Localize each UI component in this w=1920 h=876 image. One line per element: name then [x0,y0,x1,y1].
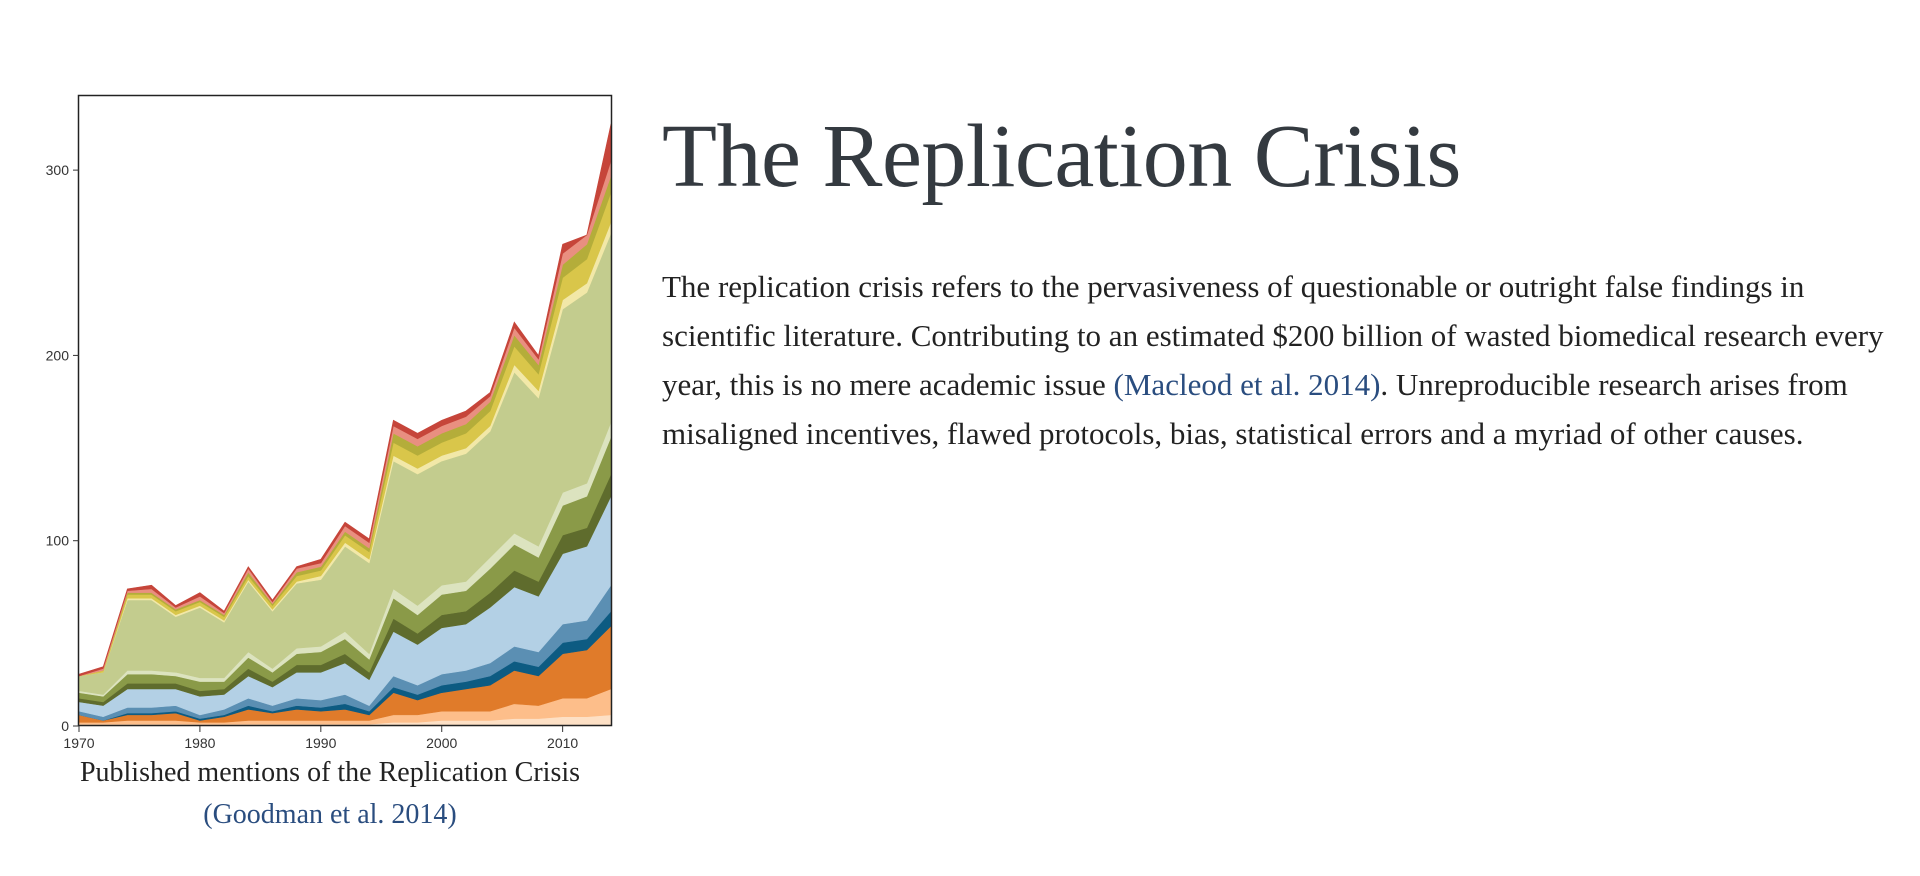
x-tick-label: 2010 [547,735,578,750]
page-title: The Replication Crisis [662,107,1461,206]
caption-citation-link[interactable]: (Goodman et al. 2014) [203,799,457,830]
y-tick-label: 200 [46,347,70,363]
y-tick-label: 100 [46,533,70,549]
y-tick-label: 0 [61,718,69,734]
plot-frame [77,94,613,727]
axis-ticks: 0 100 200 300 1970 1980 1990 2000 2010 [46,162,579,750]
chart-figure: 0 100 200 300 1970 1980 1990 2000 2010 Published… [30,90,630,850]
intro-paragraph: The replication crisis refers to the per… [662,262,1892,458]
x-tick-label: 1970 [63,735,94,750]
area-layer [78,123,612,727]
x-tick-label: 1980 [184,735,215,750]
intro-text-before: The replication crisis refers to the per… [662,269,1884,402]
caption-text: Published mentions of the Replication Cr… [79,757,581,788]
figure-caption: Published mentions of the Replication Cr… [30,752,630,836]
intro-citation-link[interactable]: (Macleod et al. 2014) [1113,367,1381,402]
y-tick-label: 300 [46,162,70,178]
intro-text-after: . Unreproducible research arises from mi… [662,367,1848,451]
stacked-area-chart: 0 100 200 300 1970 1980 1990 2000 2010 [46,94,613,750]
x-tick-label: 1990 [305,735,336,750]
x-tick-label: 2000 [426,735,457,750]
